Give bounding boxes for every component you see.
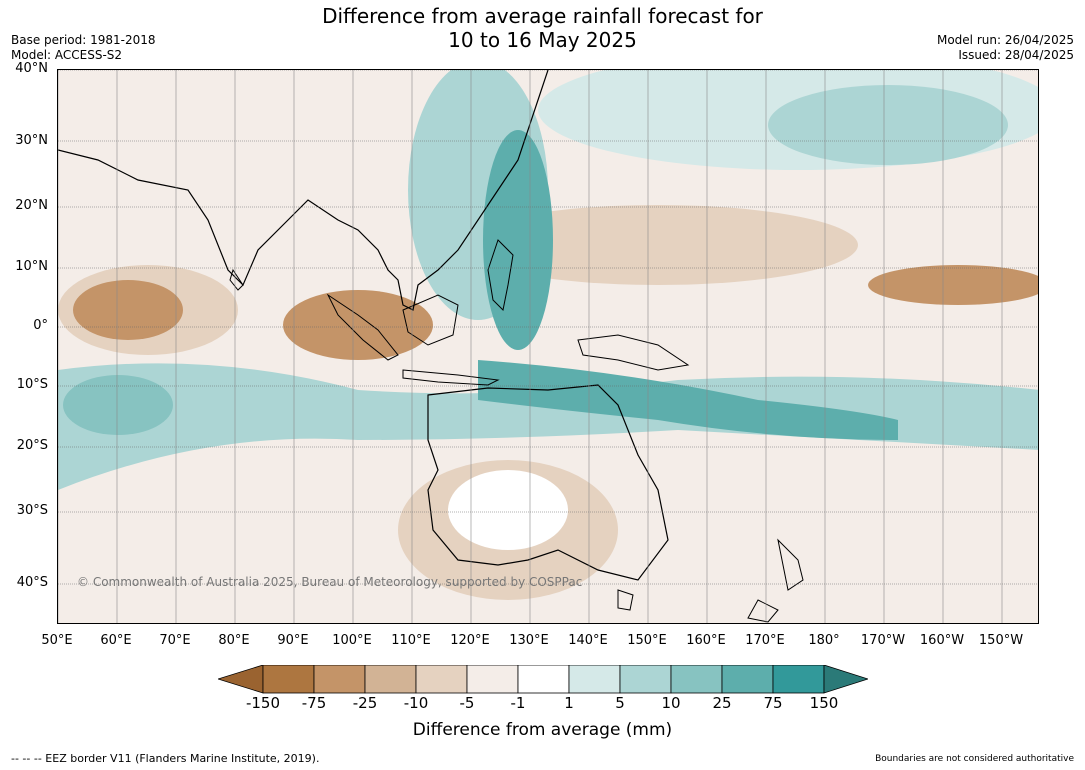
legend-tick-label: 1 bbox=[564, 694, 574, 712]
legend-tick-label: -150 bbox=[245, 694, 281, 712]
tasmania-coastline bbox=[617, 589, 634, 611]
legend-tick-label: -1 bbox=[510, 694, 526, 712]
lat-label: 40°S bbox=[16, 575, 48, 590]
asia-coastline bbox=[58, 70, 549, 311]
legend-colorbar bbox=[218, 665, 868, 694]
legend-title: Difference from average (mm) bbox=[412, 720, 673, 740]
legend-swatch bbox=[823, 665, 868, 694]
lat-label: 30°N bbox=[15, 133, 48, 148]
lon-label: 150°E bbox=[627, 633, 667, 648]
lon-label: 90°E bbox=[277, 633, 309, 648]
legend-tick-label: 75 bbox=[763, 694, 783, 712]
central-australia-neutral bbox=[448, 470, 568, 550]
latitude-gridlines bbox=[58, 70, 1038, 585]
legend-swatch bbox=[415, 665, 468, 694]
legend-tick-label: -75 bbox=[301, 694, 327, 712]
map-panel bbox=[57, 69, 1039, 624]
lon-label: 110°E bbox=[391, 633, 431, 648]
model-name: Model: ACCESS-S2 bbox=[11, 48, 123, 62]
lon-label: 130°E bbox=[509, 633, 549, 648]
base-period: Base period: 1981-2018 bbox=[11, 33, 156, 47]
australia-coastline bbox=[427, 384, 669, 581]
title-line-1: Difference from average rainfall forecas… bbox=[322, 4, 763, 28]
legend-tick-label: 5 bbox=[615, 694, 625, 712]
issued-date: Issued: 28/04/2025 bbox=[958, 48, 1074, 62]
lat-label: 20°S bbox=[16, 438, 48, 453]
lat-label: 10°S bbox=[16, 377, 48, 392]
sumatra-coastline bbox=[326, 293, 399, 361]
lon-label: 70°E bbox=[159, 633, 191, 648]
maritime-continent-wet-core bbox=[478, 360, 898, 440]
lon-label: 170°W bbox=[860, 633, 906, 648]
legend-tick-label: 10 bbox=[661, 694, 681, 712]
legend-swatch bbox=[313, 665, 366, 694]
title-line-2: 10 to 16 May 2025 bbox=[448, 28, 637, 52]
indian-ocean-wet-core bbox=[63, 375, 173, 435]
legend-tick-label: 150 bbox=[809, 694, 839, 712]
legend-swatch bbox=[619, 665, 672, 694]
equatorial-wet-band bbox=[58, 363, 1038, 490]
java-coastline bbox=[402, 369, 500, 386]
sumatra-dry-area bbox=[283, 290, 433, 360]
eez-note: -- -- -- EEZ border V11 (Flanders Marine… bbox=[11, 752, 320, 765]
model-run: Model run: 26/04/2025 bbox=[936, 33, 1074, 47]
lon-label: 150°W bbox=[978, 633, 1024, 648]
borneo-coastline bbox=[402, 294, 459, 346]
lat-label: 40°N bbox=[15, 61, 48, 76]
legend-tick-label: -10 bbox=[403, 694, 429, 712]
lon-label: 180° bbox=[808, 633, 840, 648]
legend-swatch bbox=[364, 665, 417, 694]
legend-swatch bbox=[466, 665, 519, 694]
pacific-dry-core bbox=[868, 265, 1038, 305]
lat-label: 20°N bbox=[15, 198, 48, 213]
lon-label: 50°E bbox=[41, 633, 73, 648]
boundary-disclaimer: Boundaries are not considered authoritat… bbox=[875, 754, 1074, 764]
sri-lanka-coastline bbox=[229, 268, 244, 291]
arabian-sea-dry-core bbox=[73, 280, 183, 340]
legend-swatch bbox=[772, 665, 825, 694]
copyright-notice: © Commonwealth of Australia 2025, Bureau… bbox=[77, 575, 583, 589]
legend-swatch bbox=[517, 665, 570, 694]
legend-tick-label: -25 bbox=[352, 694, 378, 712]
legend-swatch bbox=[568, 665, 621, 694]
lon-label: 120°E bbox=[450, 633, 490, 648]
lat-label: 0° bbox=[33, 318, 48, 333]
model-info: Base period: 1981-2018 Model: ACCESS-S2 bbox=[11, 33, 156, 63]
legend-swatch bbox=[721, 665, 774, 694]
lon-label: 100°E bbox=[332, 633, 372, 648]
philippines-wet-core bbox=[483, 130, 553, 350]
longitude-gridlines bbox=[58, 70, 1003, 623]
legend-swatch bbox=[670, 665, 723, 694]
legend-tick-label: 25 bbox=[712, 694, 732, 712]
lon-label: 160°W bbox=[919, 633, 965, 648]
run-info: Model run: 26/04/2025 Issued: 28/04/2025 bbox=[937, 33, 1074, 63]
lon-label: 170°E bbox=[745, 633, 785, 648]
legend-tick-label: -5 bbox=[459, 694, 475, 712]
lon-label: 160°E bbox=[686, 633, 726, 648]
pacific-dry-band bbox=[458, 205, 858, 285]
legend-swatch bbox=[218, 665, 264, 694]
lat-label: 30°S bbox=[16, 503, 48, 518]
lon-label: 60°E bbox=[100, 633, 132, 648]
new-zealand-coastline bbox=[747, 538, 804, 623]
north-pacific-wet-core bbox=[768, 85, 1008, 165]
lat-label: 10°N bbox=[15, 259, 48, 274]
lon-label: 80°E bbox=[218, 633, 250, 648]
philippines-coastline bbox=[487, 239, 514, 312]
legend-swatch bbox=[262, 665, 315, 694]
lon-label: 140°E bbox=[568, 633, 608, 648]
rainfall-map bbox=[58, 70, 1038, 623]
map-title: Difference from average rainfall forecas… bbox=[0, 4, 1085, 52]
